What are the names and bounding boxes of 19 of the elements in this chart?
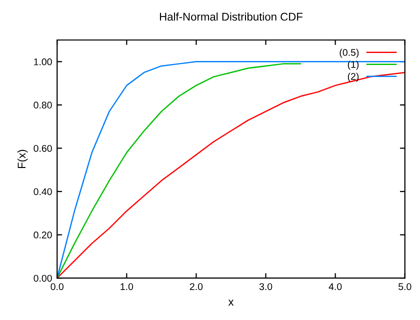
y-tick-label: 0.60 <box>34 144 52 152</box>
x-tick-label: 1.0 <box>120 283 134 290</box>
y-axis-title: F(x) <box>17 150 28 168</box>
x-tick-label: 5.0 <box>398 283 412 290</box>
x-tick-label: 2.0 <box>190 283 203 290</box>
y-tick-label: 0.20 <box>34 232 52 238</box>
y-tick-label: 1.00 <box>34 58 52 66</box>
x-tick-label: 3.0 <box>259 283 272 290</box>
x-axis-title: x <box>228 300 234 306</box>
legend-label: (1) <box>348 60 359 70</box>
y-tick-label: 0.80 <box>34 102 52 109</box>
legend-label: (0.5) <box>340 48 359 58</box>
line-series <box>57 63 302 278</box>
x-tick-label: 4.0 <box>328 283 342 290</box>
x-tick-label: 0.0 <box>50 283 64 290</box>
chart-title: Half-Normal Distribution CDF <box>160 12 302 21</box>
y-tick-label: 0.40 <box>34 188 52 196</box>
legend-label: (2) <box>348 72 359 82</box>
y-tick-label: 0.00 <box>34 274 52 282</box>
